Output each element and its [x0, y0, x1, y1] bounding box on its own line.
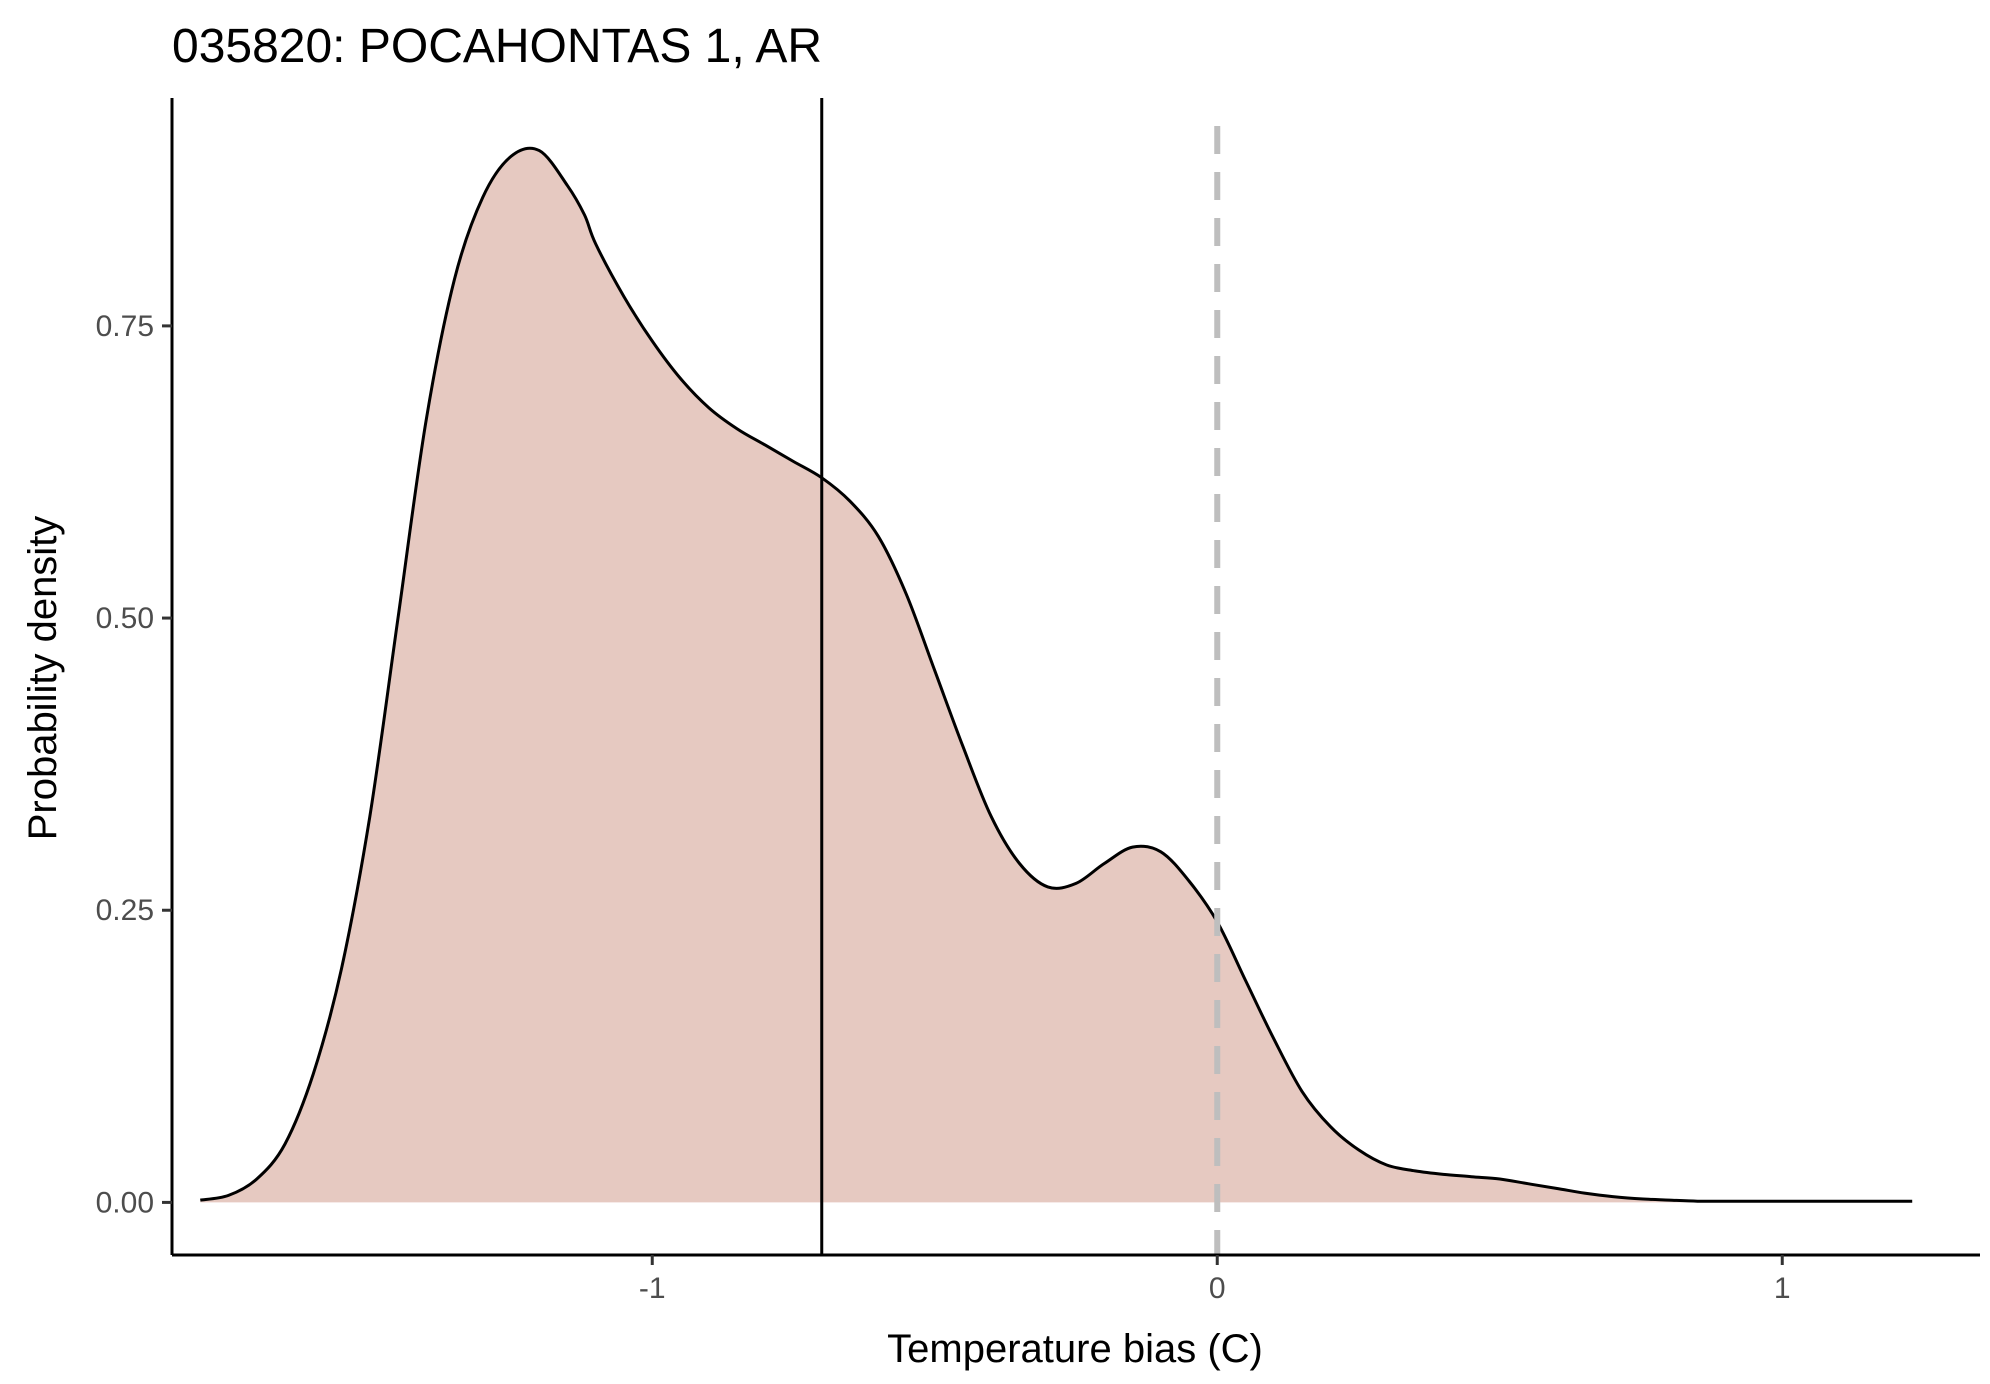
density-area-0 [200, 148, 1913, 1203]
x-axis-title: Temperature bias (C) [887, 1327, 1263, 1371]
x-tick-label: 0 [1209, 1272, 1226, 1305]
y-tick-label: 0.25 [96, 894, 154, 927]
axes: -1 0 1 0.00 0.25 0.50 0.75 [96, 98, 1980, 1305]
x-tick-label: 1 [1774, 1272, 1791, 1305]
x-tick-label: -1 [639, 1272, 666, 1305]
chart-title: 035820: POCAHONTAS 1, AR [172, 20, 822, 73]
y-tick-label: 0.75 [96, 310, 154, 343]
y-axis-title: Probability density [21, 516, 65, 841]
y-tick-label: 0.00 [96, 1186, 154, 1219]
plot-area [200, 98, 1913, 1255]
y-tick-label: 0.50 [96, 602, 154, 635]
density-curve-0 [200, 146, 1913, 1203]
